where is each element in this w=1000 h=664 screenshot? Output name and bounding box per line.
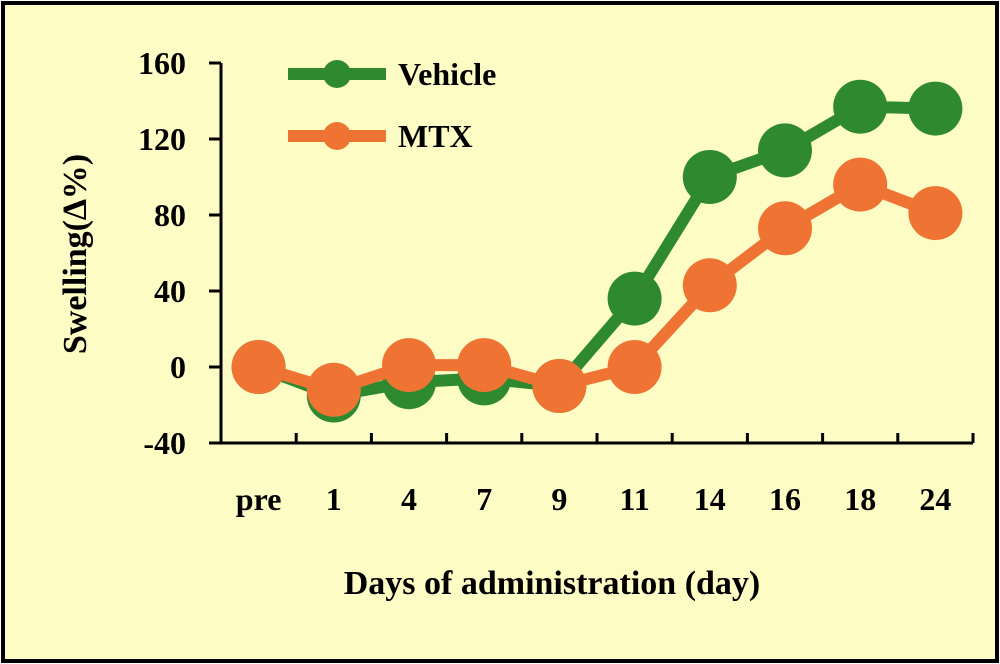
- x-tick-label: 14: [694, 481, 726, 517]
- y-tick-label: 80: [154, 197, 186, 233]
- data-point: [682, 150, 737, 204]
- x-tick-label: pre: [236, 481, 282, 517]
- x-tick-label: 7: [476, 481, 492, 517]
- data-point: [306, 362, 361, 417]
- axes: [209, 61, 975, 445]
- data-point: [833, 79, 888, 134]
- y-tick-label: 40: [154, 273, 186, 309]
- y-axis-title: Swelling(∆%): [57, 154, 94, 354]
- x-tick-label: 18: [844, 481, 876, 517]
- x-tick-label: 16: [769, 481, 801, 517]
- x-tick-label: 11: [619, 481, 649, 517]
- series-line: [256, 100, 936, 402]
- legend-label: MTX: [398, 118, 473, 154]
- series-line: [256, 178, 938, 396]
- legend-marker: [323, 122, 351, 150]
- series-mtx: [231, 157, 963, 417]
- y-tick-label: 0: [170, 349, 186, 385]
- legend-item: MTX: [288, 118, 473, 154]
- x-tick-labels: pre 1 4 7 9 11 14 16 18 24: [236, 481, 952, 517]
- data-point: [607, 340, 662, 394]
- data-point: [382, 338, 436, 393]
- legend-label: Vehicle: [398, 56, 496, 92]
- data-point: [908, 81, 963, 136]
- data-point: [231, 340, 286, 394]
- data-point: [607, 271, 662, 326]
- data-point: [457, 338, 512, 393]
- data-point: [758, 123, 812, 178]
- data-point: [908, 186, 963, 241]
- y-tick-labels: -40 0 40 80 120 160: [138, 45, 186, 461]
- legend-item: Vehicle: [288, 56, 496, 92]
- data-point: [758, 201, 812, 256]
- data-point: [532, 359, 587, 413]
- y-tick-label: 160: [138, 45, 186, 81]
- y-tick-label: -40: [143, 425, 186, 461]
- legend-marker: [323, 60, 351, 88]
- series-layer: [231, 79, 963, 423]
- x-tick-label: 1: [326, 481, 342, 517]
- legend: Vehicle MTX: [288, 56, 496, 154]
- x-tick-label: 24: [919, 481, 951, 517]
- data-point: [833, 157, 888, 212]
- y-tick-label: 120: [138, 121, 186, 157]
- x-tick-label: 9: [551, 481, 567, 517]
- data-point: [682, 258, 737, 313]
- x-tick-label: 4: [401, 481, 417, 517]
- x-axis-title: Days of administration (day): [344, 565, 761, 602]
